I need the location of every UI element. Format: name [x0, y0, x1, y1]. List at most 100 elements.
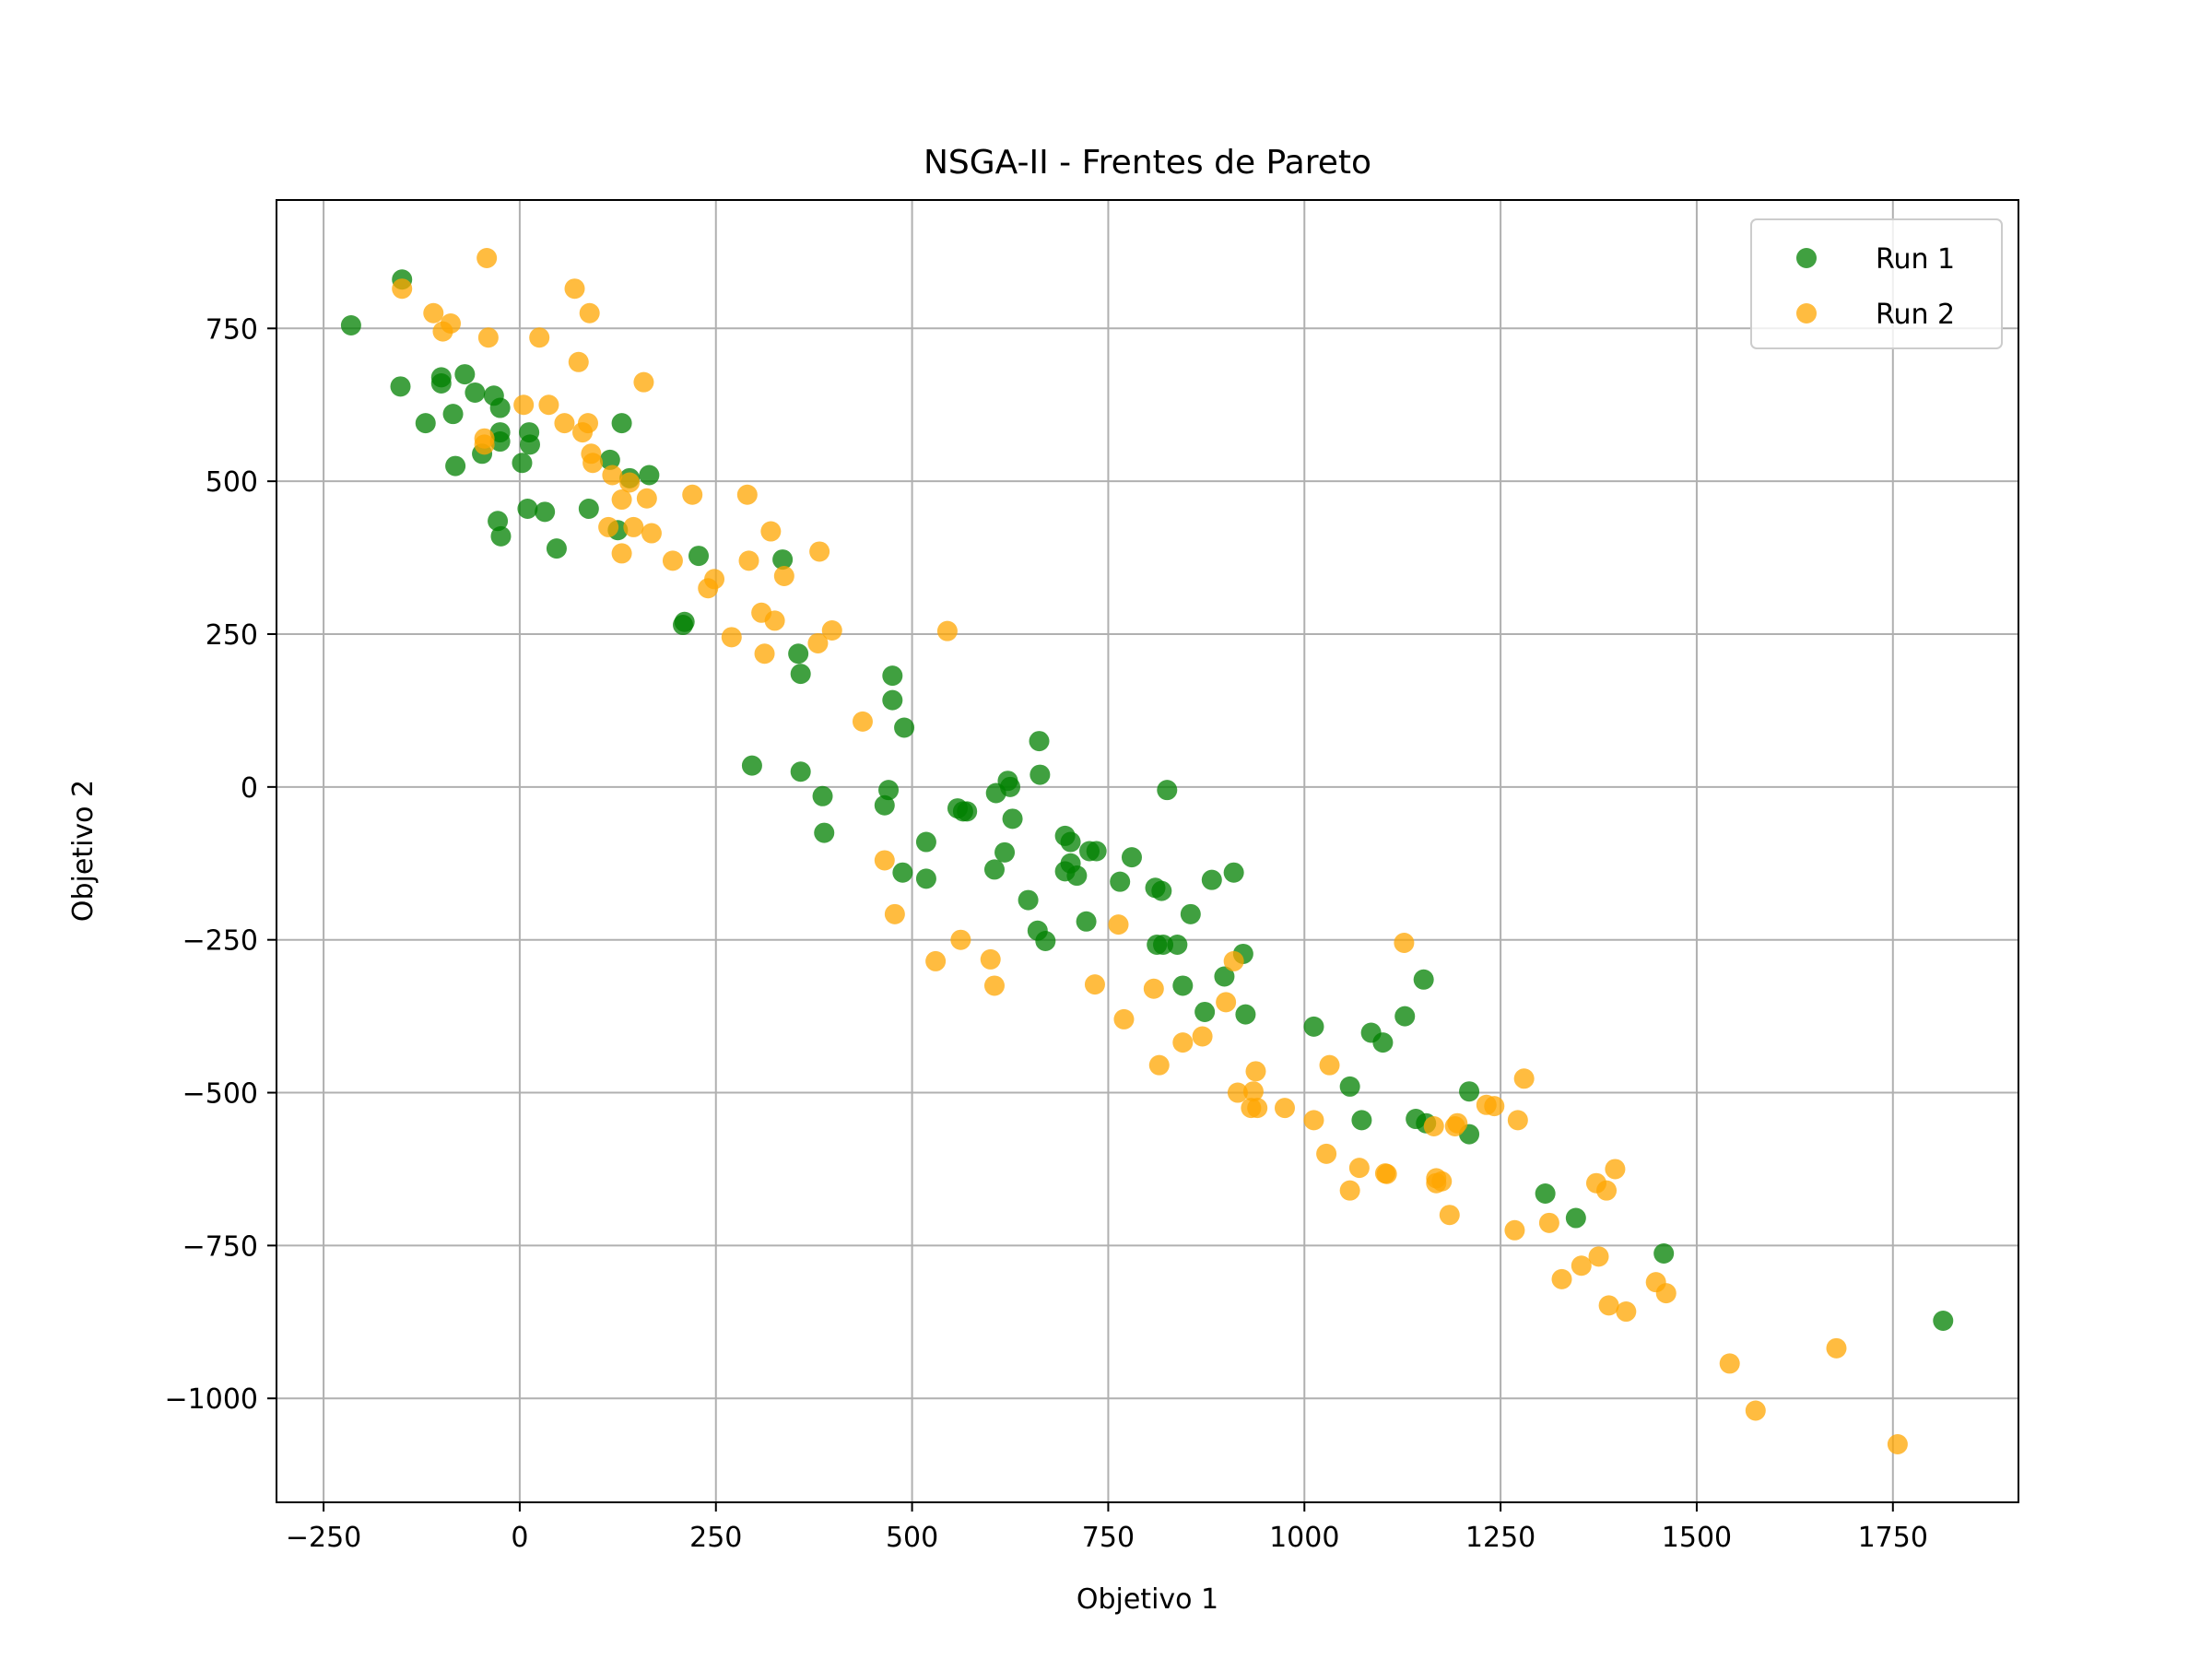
data-point: [1172, 975, 1194, 996]
data-point: [1653, 1243, 1675, 1265]
data-point: [874, 794, 895, 816]
data-point: [1148, 1054, 1170, 1076]
y-tick-label: −750: [182, 1230, 258, 1263]
data-point: [1423, 1116, 1444, 1137]
data-point: [1110, 871, 1131, 892]
data-point: [513, 394, 535, 416]
legend-label-run-1: Run 1: [1876, 243, 1955, 276]
data-point: [489, 397, 511, 418]
data-point: [489, 431, 511, 453]
data-point: [1223, 862, 1244, 883]
data-point: [915, 868, 936, 889]
data-point: [1538, 1212, 1559, 1233]
data-point: [1153, 934, 1174, 955]
data-point: [1933, 1310, 1954, 1331]
data-point: [662, 550, 683, 571]
data-point: [1484, 1096, 1505, 1117]
data-point: [807, 632, 829, 653]
plot-frame: [276, 199, 2019, 1503]
legend-marker-run-1: [1796, 248, 1817, 268]
data-point: [578, 499, 599, 520]
data-point: [564, 278, 585, 300]
data-point: [340, 314, 361, 335]
data-point: [1066, 865, 1088, 887]
data-point: [1826, 1337, 1847, 1359]
x-tick-label: 500: [886, 1522, 938, 1554]
data-point: [1000, 776, 1021, 797]
data-point: [1235, 1004, 1256, 1025]
data-point: [1216, 992, 1237, 1013]
data-point: [579, 302, 600, 324]
data-point: [1086, 841, 1107, 862]
chart-title: NSGA-II - Frentes de Pareto: [924, 144, 1371, 182]
data-point: [477, 327, 499, 348]
data-point: [1376, 1163, 1397, 1184]
data-point: [721, 627, 742, 648]
data-point: [519, 434, 540, 455]
data-point: [442, 404, 464, 425]
data-point: [474, 428, 495, 449]
data-point: [1030, 764, 1051, 785]
data-point: [1167, 934, 1188, 955]
data-point: [809, 541, 830, 562]
y-axis-label: Objetivo 2: [67, 780, 100, 922]
data-point: [1245, 1061, 1266, 1082]
data-point: [1316, 1143, 1337, 1164]
data-point: [1565, 1207, 1586, 1229]
data-point: [1616, 1301, 1637, 1323]
data-point: [490, 525, 512, 547]
data-point: [878, 780, 900, 801]
data-point: [623, 516, 644, 537]
data-point: [1319, 1054, 1340, 1076]
data-point: [788, 643, 809, 665]
x-tick-label: 1500: [1662, 1522, 1732, 1554]
data-point: [1223, 950, 1244, 971]
data-point: [1535, 1182, 1556, 1204]
data-point: [1339, 1076, 1360, 1097]
data-point: [602, 465, 623, 486]
data-point: [1060, 831, 1081, 853]
data-point: [950, 929, 971, 950]
data-points: [340, 248, 1954, 1454]
data-point: [423, 302, 444, 324]
data-point: [1551, 1268, 1572, 1289]
data-point: [1459, 1081, 1480, 1102]
data-point: [477, 248, 498, 269]
data-point: [814, 822, 835, 843]
data-point: [760, 521, 782, 542]
data-point: [1507, 1110, 1528, 1131]
data-point: [1655, 1283, 1677, 1304]
data-point: [445, 455, 466, 477]
data-point: [1513, 1068, 1535, 1089]
data-point: [392, 278, 413, 300]
data-point: [1002, 808, 1023, 830]
data-point: [1303, 1016, 1324, 1037]
data-point: [894, 717, 915, 738]
data-point: [636, 488, 657, 509]
data-point: [1192, 1026, 1213, 1047]
data-point: [454, 364, 476, 385]
data-point: [390, 376, 411, 397]
x-tick-label: 1250: [1465, 1522, 1535, 1554]
data-point: [874, 850, 895, 871]
x-axis-label: Objetivo 1: [1077, 1583, 1218, 1616]
data-point: [554, 413, 575, 434]
legend-marker-run-2: [1796, 303, 1817, 324]
data-point: [641, 523, 662, 544]
data-point: [1605, 1159, 1626, 1180]
data-point: [430, 373, 452, 394]
y-tick-label: 750: [206, 313, 258, 346]
data-point: [980, 948, 1001, 970]
data-point: [1194, 1001, 1216, 1022]
data-point: [1151, 880, 1172, 901]
data-point: [1394, 1006, 1416, 1027]
grid: [276, 200, 2018, 1502]
data-point: [682, 484, 703, 505]
data-point: [598, 516, 619, 537]
data-point: [915, 831, 936, 853]
data-point: [994, 841, 1016, 863]
data-point: [1018, 889, 1039, 911]
data-point: [611, 543, 632, 564]
data-point: [1571, 1255, 1592, 1277]
